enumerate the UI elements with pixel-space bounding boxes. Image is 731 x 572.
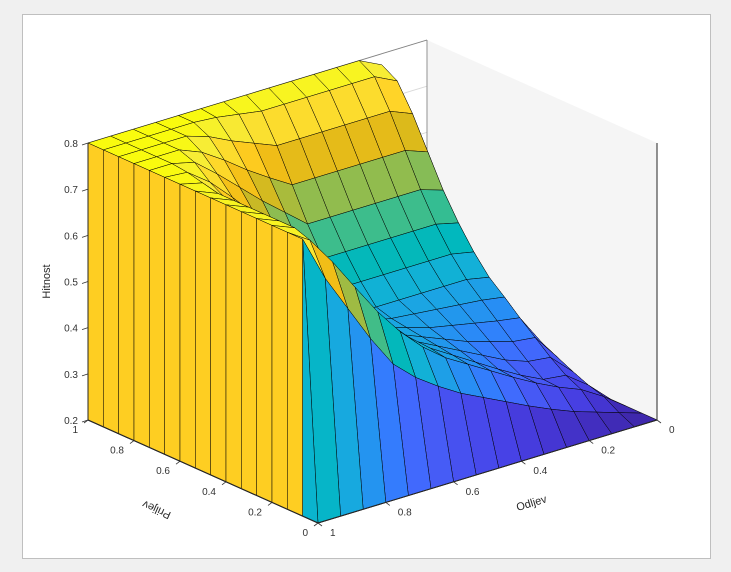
skirt-patch: [195, 191, 210, 475]
x-tick-label: 1: [330, 528, 336, 539]
x-tick: [318, 523, 322, 526]
skirt-patch: [272, 225, 287, 509]
y-tick-label: 0: [302, 528, 308, 539]
x-tick: [657, 420, 661, 423]
z-tick: [82, 189, 88, 191]
skirt-patch: [119, 157, 134, 441]
z-tick-label: 0.2: [64, 416, 78, 427]
x-axis-label: Odljev: [515, 493, 549, 514]
y-tick-label: 0.6: [156, 466, 170, 477]
x-tick: [386, 502, 390, 505]
y-tick: [314, 523, 318, 526]
y-tick: [176, 461, 180, 464]
skirt-patch: [149, 170, 164, 454]
z-tick: [82, 374, 88, 376]
z-tick: [82, 143, 88, 145]
x-tick: [521, 461, 525, 464]
x-tick: [589, 441, 593, 444]
x-tick-label: 0.2: [601, 446, 615, 457]
y-tick: [130, 441, 134, 444]
skirt-patch: [257, 219, 272, 503]
surface-plot: 00.20.40.60.8100.20.40.60.810.20.30.40.5…: [23, 15, 710, 558]
x-tick-label: 0.4: [533, 466, 547, 477]
y-tick-label: 0.2: [248, 507, 262, 518]
x-tick: [454, 482, 458, 485]
x-tick-label: 0.6: [466, 487, 480, 498]
x-tick-label: 0: [669, 425, 675, 436]
skirt-patch: [134, 164, 149, 448]
y-tick: [268, 502, 272, 505]
y-tick: [222, 482, 226, 485]
z-tick: [82, 328, 88, 330]
z-tick-label: 0.3: [64, 370, 78, 381]
z-tick-label: 0.4: [64, 324, 78, 335]
skirt-patch: [241, 212, 256, 496]
figure-panel: 00.20.40.60.8100.20.40.60.810.20.30.40.5…: [22, 14, 711, 559]
skirt-patch: [165, 177, 180, 461]
skirt-patch: [180, 184, 195, 468]
skirt-patch: [226, 205, 241, 489]
z-tick-label: 0.6: [64, 231, 78, 242]
y-tick-label: 0.8: [110, 446, 124, 457]
z-tick-label: 0.8: [64, 139, 78, 150]
x-tick-label: 0.8: [398, 507, 412, 518]
y-tick-label: 0.4: [202, 487, 216, 498]
z-axis-label: Hitnost: [41, 264, 53, 298]
z-tick: [82, 282, 88, 284]
z-tick: [82, 235, 88, 237]
skirt-patch: [103, 150, 118, 434]
skirt-patch: [211, 198, 226, 482]
skirt-patch: [287, 232, 302, 516]
z-tick-label: 0.7: [64, 185, 78, 196]
skirt-patch: [88, 143, 103, 427]
y-axis-label: Priljev: [140, 497, 173, 520]
z-tick-label: 0.5: [64, 278, 78, 289]
